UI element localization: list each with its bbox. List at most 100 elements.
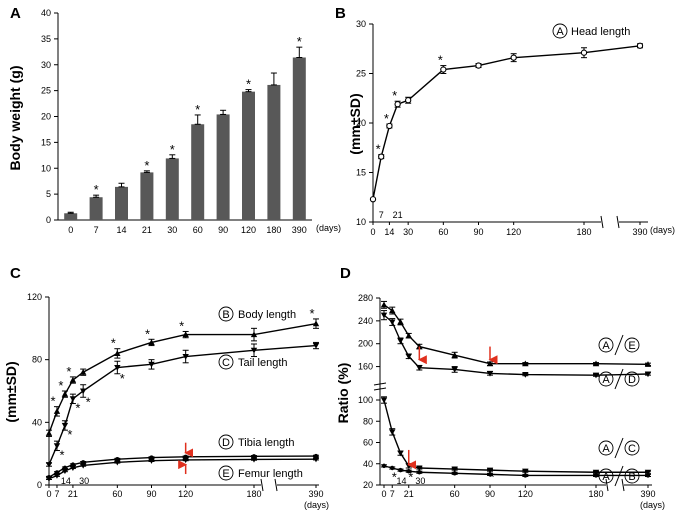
panel-c-label: C bbox=[10, 265, 21, 282]
panel-d-label: D bbox=[340, 265, 351, 282]
panel-d-legend-denominator: D bbox=[628, 374, 636, 386]
panel-c-ylabel: (mm±SD) bbox=[3, 361, 19, 422]
panel-c-legend-label: Tibia length bbox=[238, 437, 294, 449]
panel-a-bar bbox=[115, 186, 128, 220]
panel-d-xtick-inner-label: 14 bbox=[396, 476, 406, 486]
panel-d-legend-numerator: A bbox=[602, 340, 610, 352]
panel-b-ytick-label: 20 bbox=[356, 118, 366, 128]
panel-d-ratio-a-d-marker bbox=[389, 319, 396, 326]
panel-b-xtick-label: 14 bbox=[384, 227, 394, 237]
panel-a-bar bbox=[89, 197, 103, 220]
panel-a-ylabel: Body weight (g) bbox=[7, 66, 23, 171]
panel-d-lower-ytick-label: 100 bbox=[358, 395, 373, 405]
panel-c-tail-length-marker bbox=[250, 347, 258, 354]
panel-d-lower-ytick-label: 40 bbox=[363, 459, 373, 469]
panel-c-xtick-label: 120 bbox=[178, 489, 193, 499]
panel-c-femur-length-marker bbox=[312, 456, 320, 463]
panel-d-legend-denominator-badge bbox=[624, 337, 640, 353]
panel-d-legend-denominator-badge bbox=[624, 468, 640, 484]
panel-d-ratio-a-e-marker bbox=[522, 360, 529, 367]
panel-d-y-break-2 bbox=[373, 387, 387, 391]
panel-d-xunit: (days) bbox=[640, 500, 665, 510]
panel-a-ytick-label: 30 bbox=[41, 60, 51, 70]
panel-c-tail-length-marker bbox=[114, 364, 121, 371]
panel-b-ytick-label: 25 bbox=[356, 69, 366, 79]
panel-c-tail-length-star: * bbox=[75, 401, 80, 416]
panel-d-ratio-a-b-marker bbox=[593, 473, 599, 478]
panel-d-ratio-a-d-marker bbox=[416, 365, 423, 371]
panel-d-ratio-a-b-marker bbox=[452, 471, 457, 476]
panel-b-data-point bbox=[386, 122, 393, 130]
panel-c-tail-length-marker bbox=[45, 462, 53, 468]
panel-b-ylabel: (mm±SD) bbox=[347, 93, 363, 154]
panel-a-ytick-label: 5 bbox=[46, 189, 51, 199]
panel-b-xtick-upper-label: 21 bbox=[393, 210, 403, 220]
panel-d-ratio-a-c-marker bbox=[451, 466, 458, 473]
panel-d-significance-star: * bbox=[489, 470, 494, 485]
panel-b-xtick-label: 30 bbox=[403, 227, 413, 237]
legend-head-length: A Head length bbox=[552, 23, 630, 39]
panel-c-body-length-marker bbox=[69, 376, 77, 383]
panel-d-ylabel: Ratio (%) bbox=[335, 363, 351, 424]
panel-c-femur-length-marker bbox=[61, 468, 69, 475]
panel-c-femur-length-marker bbox=[114, 459, 121, 466]
panel-d-axis-break-left bbox=[605, 478, 609, 492]
panel-c-body-length-star: * bbox=[179, 318, 184, 333]
panel-c-series-femur-length-line bbox=[48, 458, 317, 480]
panel-b-significance-star: * bbox=[392, 88, 397, 103]
panel-c-body-length-star: * bbox=[309, 306, 314, 321]
panel-d-ratio-a-e-marker bbox=[644, 361, 652, 367]
panel-c-ytick-label: 80 bbox=[32, 355, 42, 365]
panel-c-xtick-label: 7 bbox=[54, 489, 59, 499]
panel-d-ratio-a-b-marker bbox=[398, 467, 403, 473]
panel-d-legend-denominator-badge bbox=[624, 440, 640, 456]
panel-a-xtick-label: 30 bbox=[167, 225, 177, 235]
panel-d-legend-denominator: B bbox=[628, 471, 635, 483]
panel-a-xtick-label: 14 bbox=[116, 225, 126, 235]
panel-a-bar bbox=[191, 124, 205, 220]
panel-d-legend-numerator-badge bbox=[598, 371, 614, 387]
panel-c-xtick-inner-label: 14 bbox=[61, 476, 71, 486]
panel-c-legend-label: Body length bbox=[238, 309, 296, 321]
panel-c-body-length-marker bbox=[250, 331, 258, 338]
panel-d-legend-numerator-badge bbox=[598, 337, 614, 353]
panel-d-ratio-a-e-marker bbox=[592, 360, 600, 367]
panel-d-legend-numerator-badge bbox=[598, 440, 614, 456]
panel-d-ratio-a-c-marker bbox=[416, 465, 423, 472]
panel-d-ratio-a-d-marker bbox=[451, 366, 458, 373]
panel-a-bar bbox=[292, 57, 306, 220]
panel-c-body-length-marker bbox=[312, 320, 320, 327]
panel-a-bar bbox=[242, 91, 255, 220]
panel-b-data-point bbox=[378, 153, 385, 160]
panel-d-series-ratio-a-e-line bbox=[383, 304, 649, 365]
panel-d-ratio-a-b-marker bbox=[417, 470, 422, 475]
panel-d-ratio-a-c-marker bbox=[592, 469, 600, 476]
panel-a-xtick-label: 21 bbox=[142, 225, 152, 235]
legend-head-length-letter: A bbox=[556, 26, 564, 38]
panel-d-series-ratio-a-d-line bbox=[383, 314, 649, 376]
panel-a-xunit: (days) bbox=[316, 223, 341, 233]
panel-d-lower-ytick-label: 60 bbox=[363, 438, 373, 448]
panel-a-bar bbox=[267, 84, 281, 221]
panel-d-upper-ytick-label: 160 bbox=[358, 362, 373, 372]
panel-c-legend-letter: C bbox=[222, 357, 230, 369]
panel-b-data-point bbox=[394, 101, 401, 108]
panel-d-significance-star: * bbox=[392, 470, 397, 485]
panel-b-data-point bbox=[510, 54, 517, 61]
panel-a-bar bbox=[165, 158, 179, 220]
panel-c-axis-break-right bbox=[274, 478, 278, 492]
legend-head-length-badge bbox=[552, 23, 568, 39]
panel-d-axis-break-right bbox=[621, 478, 625, 492]
panel-d-ratio-a-b-marker bbox=[381, 463, 387, 469]
panel-c-legend-label: Tail length bbox=[238, 357, 288, 369]
panel-c-femur-length-marker bbox=[53, 473, 61, 479]
panel-d-ratio-a-d-marker bbox=[397, 338, 404, 345]
panel-d-series-ratio-a-c-line bbox=[383, 399, 648, 473]
panel-a-ytick-label: 25 bbox=[41, 86, 51, 96]
panel-b-label: B bbox=[335, 5, 346, 22]
panel-a-xtick-label: 7 bbox=[94, 225, 99, 235]
panel-b-series-head-length-line bbox=[372, 45, 641, 200]
panel-c-body-length-star: * bbox=[58, 378, 63, 393]
panel-c-femur-length-marker bbox=[148, 458, 155, 464]
